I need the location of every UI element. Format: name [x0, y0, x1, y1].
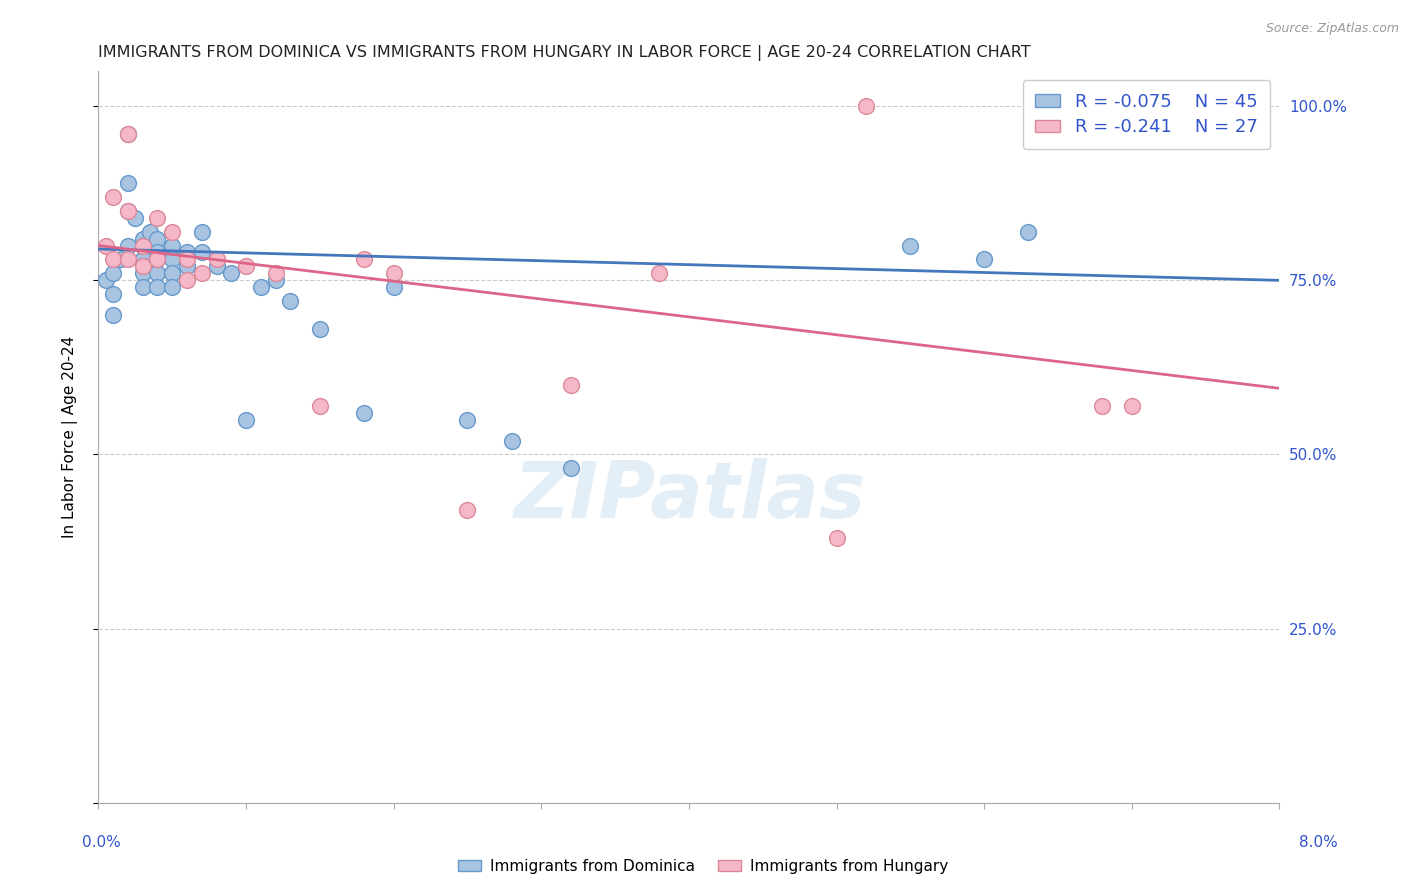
Text: ZIPatlas: ZIPatlas [513, 458, 865, 533]
Text: Source: ZipAtlas.com: Source: ZipAtlas.com [1265, 22, 1399, 36]
Point [456, 412, 478, 426]
Point [103, 266, 125, 280]
Point [146, 252, 169, 267]
Point [162, 225, 183, 239]
Point [94, 273, 117, 287]
Point [132, 252, 155, 267]
Point [103, 287, 125, 301]
Point [205, 260, 228, 274]
Point [560, 461, 582, 475]
Point [235, 260, 257, 274]
Point [117, 203, 139, 218]
Point [103, 190, 125, 204]
Point [191, 225, 214, 239]
Text: IMMIGRANTS FROM DOMINICA VS IMMIGRANTS FROM HUNGARY IN LABOR FORCE | AGE 20-24 C: IMMIGRANTS FROM DOMINICA VS IMMIGRANTS F… [98, 45, 1031, 62]
Point [146, 266, 169, 280]
Point [117, 127, 139, 141]
Point [162, 266, 183, 280]
Point [110, 252, 132, 267]
Point [146, 245, 169, 260]
Point [250, 280, 273, 294]
Point [146, 211, 169, 225]
Point [191, 245, 214, 260]
Point [855, 99, 877, 113]
Point [132, 260, 155, 274]
Text: 8.0%: 8.0% [1299, 836, 1339, 850]
Point [132, 238, 155, 252]
Point [146, 252, 169, 267]
Point [973, 252, 995, 267]
Point [382, 266, 405, 280]
Point [162, 280, 183, 294]
Text: 0.0%: 0.0% [82, 836, 121, 850]
Point [176, 245, 198, 260]
Point [146, 231, 169, 245]
Point [353, 406, 375, 420]
Point [132, 266, 155, 280]
Point [117, 176, 139, 190]
Legend: Immigrants from Dominica, Immigrants from Hungary: Immigrants from Dominica, Immigrants fro… [451, 853, 955, 880]
Point [117, 203, 139, 218]
Point [501, 434, 523, 448]
Point [117, 252, 139, 267]
Point [94, 238, 117, 252]
Point [1121, 399, 1143, 413]
Point [139, 225, 162, 239]
Point [124, 211, 146, 225]
Point [382, 280, 405, 294]
Point [353, 252, 375, 267]
Point [235, 412, 257, 426]
Point [900, 238, 922, 252]
Point [264, 266, 287, 280]
Point [191, 266, 214, 280]
Point [1091, 399, 1114, 413]
Point [117, 238, 139, 252]
Point [132, 280, 155, 294]
Point [205, 252, 228, 267]
Point [176, 252, 198, 267]
Point [308, 322, 332, 336]
Point [146, 280, 169, 294]
Point [162, 252, 183, 267]
Point [308, 399, 332, 413]
Point [117, 127, 139, 141]
Y-axis label: In Labor Force | Age 20-24: In Labor Force | Age 20-24 [62, 336, 77, 538]
Point [825, 531, 848, 545]
Point [560, 377, 582, 392]
Point [176, 260, 198, 274]
Point [264, 273, 287, 287]
Point [132, 260, 155, 274]
Point [278, 294, 302, 309]
Legend: R = -0.075    N = 45, R = -0.241    N = 27: R = -0.075 N = 45, R = -0.241 N = 27 [1022, 80, 1271, 149]
Point [162, 238, 183, 252]
Point [103, 308, 125, 322]
Point [219, 266, 242, 280]
Point [648, 266, 671, 280]
Point [1017, 225, 1039, 239]
Point [103, 252, 125, 267]
Point [132, 238, 155, 252]
Point [132, 231, 155, 245]
Point [456, 503, 478, 517]
Point [176, 273, 198, 287]
